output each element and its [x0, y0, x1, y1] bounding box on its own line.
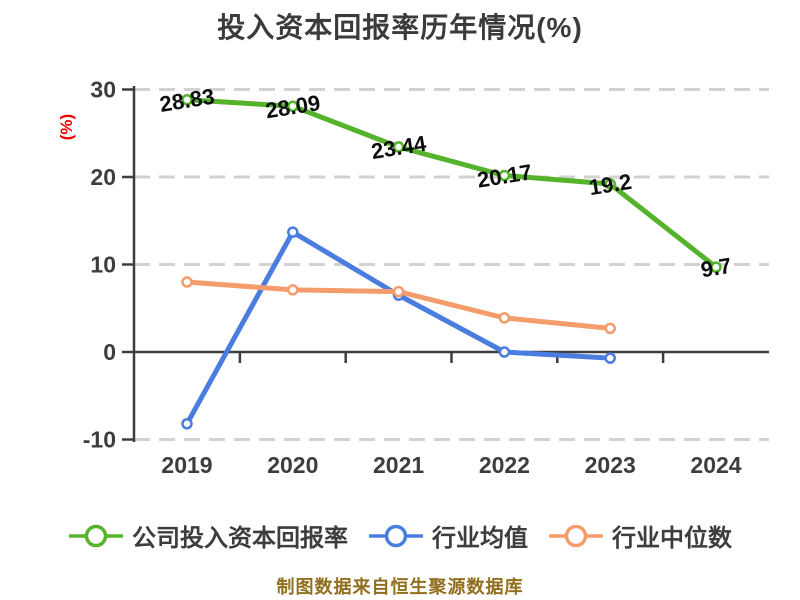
x-tick-label: 2020 [267, 452, 318, 478]
data-label: 23.44 [370, 131, 429, 164]
x-tick-label: 2023 [585, 452, 636, 478]
data-point-series-0 [498, 169, 511, 182]
legend-circle-blue [384, 524, 408, 547]
data-point-series-0 [604, 178, 616, 190]
series-line-0 [184, 97, 719, 270]
data-point-series-1 [287, 226, 299, 238]
data-point-series-2 [498, 312, 511, 324]
data-label: 9.7 [699, 253, 733, 282]
legend-label-industry-median: 行业中位数 [612, 525, 732, 552]
legend-circle-green [84, 524, 108, 547]
legend-item-company-roic: 公司投入资本回报率 [68, 518, 348, 553]
y-tick-label: 10 [90, 252, 116, 278]
data-point-series-0 [710, 261, 722, 273]
legend-marker-industry-mean-icon [369, 524, 423, 547]
legend-circle-orange [564, 524, 588, 547]
legend-item-industry-mean: 行业均值 [368, 518, 528, 553]
y-tick-label: 20 [90, 164, 116, 190]
data-point-series-0 [392, 141, 405, 153]
legend-item-industry-median: 行业中位数 [548, 518, 732, 553]
data-point-series-2 [181, 276, 193, 288]
footer-note: 制图数据来自恒生聚源数据库 [276, 577, 524, 597]
data-point-series-1 [604, 352, 616, 364]
x-tick-label: 2024 [690, 452, 741, 478]
data-point-series-0 [287, 100, 299, 112]
data-point-series-1 [181, 418, 193, 430]
data-point-series-2 [287, 284, 299, 296]
legend-label-industry-mean: 行业均值 [432, 525, 528, 552]
x-tick-label: 2022 [479, 452, 530, 478]
y-tick-label: 30 [90, 77, 116, 103]
x-tick-label: 2019 [161, 452, 212, 478]
data-point-series-0 [181, 93, 193, 106]
plot-area: 30 20 10 0 -10 2019 2020 2021 2022 2023 2024 (%) 28.… [57, 77, 769, 478]
legend: 公司投入资本回报率 行业均值 行业中位数 [0, 518, 800, 553]
chart-title: 投入资本回报率历年情况(%) [217, 12, 583, 43]
series-line-1 [184, 229, 613, 427]
x-tick-label: 2021 [373, 452, 424, 478]
data-point-series-2 [604, 322, 616, 335]
data-label: 20.17 [475, 159, 533, 192]
legend-marker-industry-median-icon [549, 524, 603, 547]
y-tick-label: 0 [103, 339, 116, 365]
y-axis-unit-label: (%) [57, 114, 76, 140]
legend-label-company-roic: 公司投入资本回报率 [132, 525, 348, 552]
legend-marker-company-roic-icon [69, 524, 123, 547]
data-label: 28.09 [264, 90, 322, 123]
data-point-series-2 [392, 285, 405, 298]
data-point-series-1 [498, 346, 511, 358]
y-tick-label: -10 [83, 427, 116, 453]
